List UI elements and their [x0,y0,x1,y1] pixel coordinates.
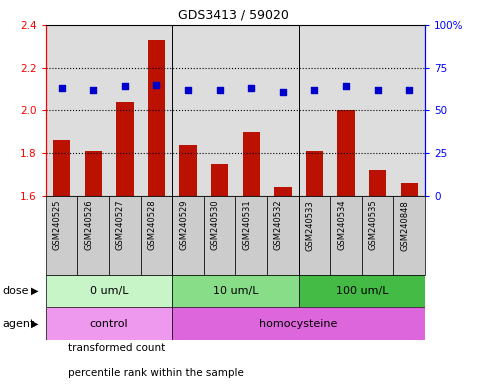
Text: GSM240529: GSM240529 [179,200,188,250]
Text: 100 um/L: 100 um/L [336,286,388,296]
Bar [362,196,394,275]
Text: dose: dose [2,286,29,296]
Bar [85,151,102,196]
Bar [236,196,267,275]
Point [311,87,318,93]
Point [405,87,413,93]
Point [153,82,160,88]
Point [58,85,66,91]
Point [216,87,224,93]
Bar [46,307,172,340]
Point [247,85,255,91]
Point [121,83,129,89]
Text: percentile rank within the sample: percentile rank within the sample [68,368,243,378]
Text: GSM240525: GSM240525 [53,200,62,250]
Point [279,89,287,95]
Bar [330,196,362,275]
Text: control: control [90,318,128,329]
Bar [400,183,418,196]
Text: GSM240534: GSM240534 [337,200,346,250]
Bar [298,275,425,307]
Text: GSM240530: GSM240530 [211,200,220,250]
Bar [337,110,355,196]
Text: ▶: ▶ [31,318,39,329]
Bar [77,196,109,275]
Text: 0 um/L: 0 um/L [90,286,128,296]
Text: GDS3413 / 59020: GDS3413 / 59020 [178,8,288,21]
Text: agent: agent [2,318,35,329]
Text: GSM240526: GSM240526 [84,200,93,250]
Bar [394,196,425,275]
Text: ▶: ▶ [31,286,39,296]
Bar [267,196,298,275]
Text: GSM240527: GSM240527 [116,200,125,250]
Bar [179,144,197,196]
Text: transformed count: transformed count [68,343,165,353]
Bar [148,40,165,196]
Bar [204,196,236,275]
Text: 10 um/L: 10 um/L [213,286,258,296]
Bar [109,196,141,275]
Text: GSM240528: GSM240528 [147,200,156,250]
Bar [46,275,172,307]
Bar [211,164,228,196]
Text: homocysteine: homocysteine [259,318,338,329]
Point [89,87,97,93]
Bar [53,140,71,196]
Bar [172,196,204,275]
Text: GSM240535: GSM240535 [369,200,378,250]
Bar [116,102,134,196]
Bar [172,307,425,340]
Bar [141,196,172,275]
Bar [274,187,292,196]
Bar [172,275,298,307]
Text: GSM240531: GSM240531 [242,200,251,250]
Text: GSM240532: GSM240532 [274,200,283,250]
Bar [369,170,386,196]
Point [184,87,192,93]
Point [374,87,382,93]
Text: GSM240533: GSM240533 [305,200,314,250]
Point [342,83,350,89]
Bar [306,151,323,196]
Bar [242,132,260,196]
Text: GSM240848: GSM240848 [400,200,409,250]
Bar [46,196,77,275]
Bar [298,196,330,275]
